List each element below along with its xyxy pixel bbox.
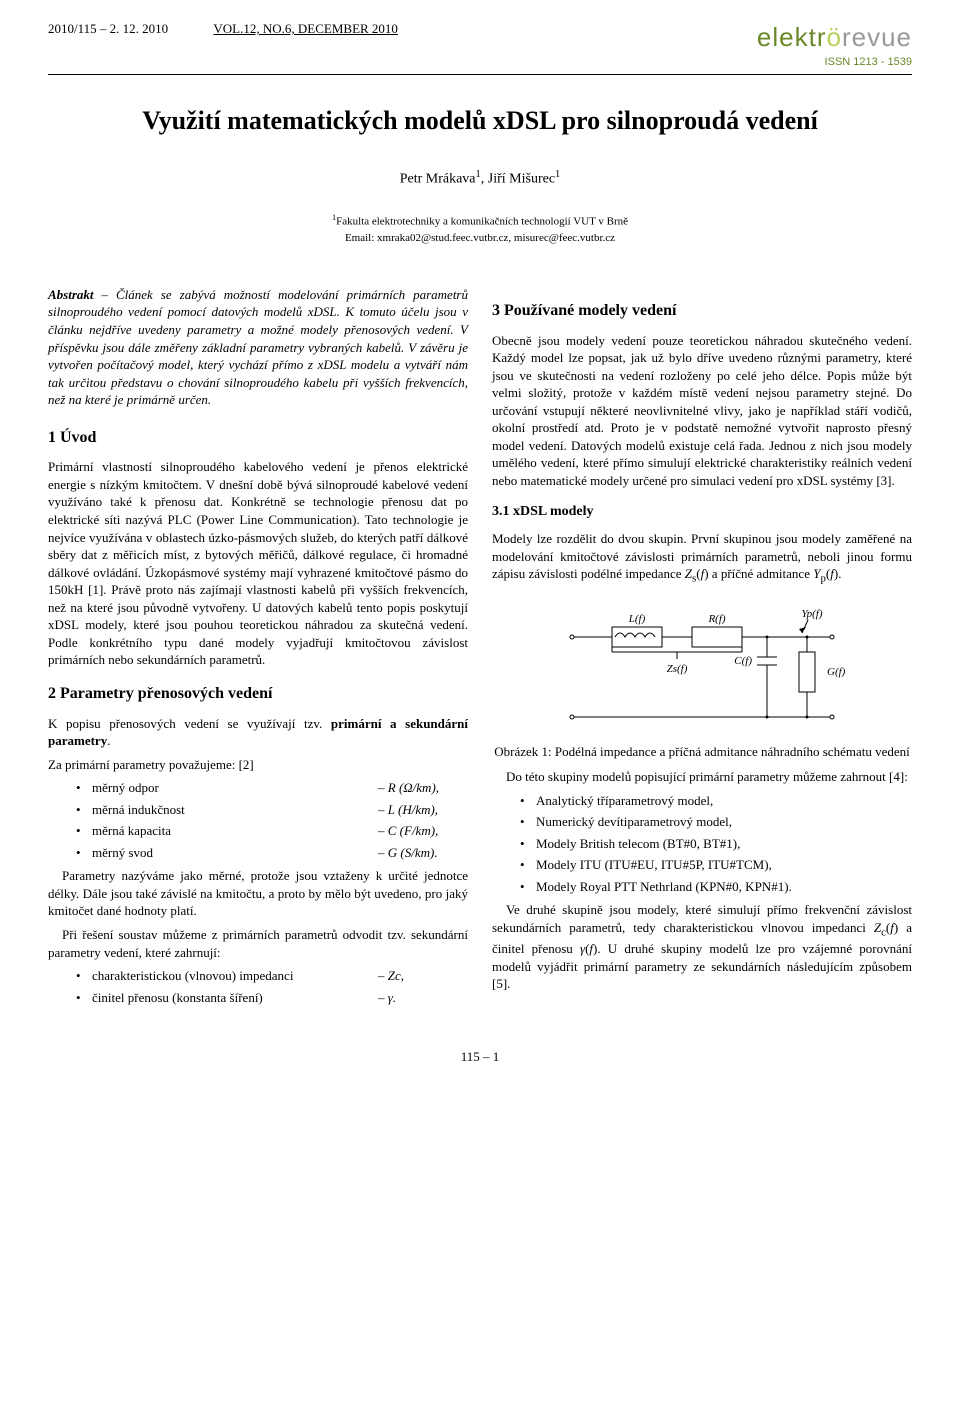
section-3-1-p3: Ve druhé skupině jsou modely, které simu… bbox=[492, 901, 912, 992]
secondary-params-list: • charakteristickou (vlnovou) impedanci … bbox=[76, 967, 468, 1006]
section-3-title: 3 Používané modely vedení bbox=[492, 300, 912, 322]
label-G: G(f) bbox=[827, 666, 846, 678]
issn: ISSN 1213 - 1539 bbox=[757, 55, 912, 70]
section-3-1-p1: Modely lze rozdělit do dvou skupin. Prvn… bbox=[492, 530, 912, 586]
left-column: Abstrakt – Článek se zabývá možností mod… bbox=[48, 286, 468, 1012]
section-2-p4: Při řešení soustav můžeme z primárních p… bbox=[48, 926, 468, 961]
figure-1-caption: Obrázek 1: Podélná impedance a příčná ad… bbox=[492, 743, 912, 761]
label-C: C(f) bbox=[734, 655, 752, 667]
section-2-p2: Za primární parametry považujeme: [2] bbox=[48, 756, 468, 774]
abstract-body: – Článek se zabývá možností modelování p… bbox=[48, 287, 468, 407]
right-column: 3 Používané modely vedení Obecně jsou mo… bbox=[492, 286, 912, 1012]
list-item: •Modely Royal PTT Nethrland (KPN#0, KPN#… bbox=[520, 878, 912, 896]
list-item: •Modely ITU (ITU#EU, ITU#5P, ITU#TCM), bbox=[520, 856, 912, 874]
abstract: Abstrakt – Článek se zabývá možností mod… bbox=[48, 286, 468, 409]
section-2-p1: K popisu přenosových vedení se využívají… bbox=[48, 715, 468, 750]
list-item: • činitel přenosu (konstanta šíření) – γ… bbox=[76, 989, 468, 1007]
primary-params-list: • měrný odpor – R (Ω/km), • měrná indukč… bbox=[76, 779, 468, 861]
content-columns: Abstrakt – Článek se zabývá možností mod… bbox=[48, 286, 912, 1012]
section-2-p3: Parametry nazýváme jako měrné, protože j… bbox=[48, 867, 468, 920]
page-header: 2010/115 – 2. 12. 2010 VOL.12, NO.6, DEC… bbox=[48, 20, 912, 75]
section-3-1-title: 3.1 xDSL modely bbox=[492, 503, 912, 522]
journal-logo: elektrörevue bbox=[757, 20, 912, 55]
list-item: • charakteristickou (vlnovou) impedanci … bbox=[76, 967, 468, 985]
list-item: •Analytický tříparametrový model, bbox=[520, 792, 912, 810]
list-item: • měrný svod – G (S/km). bbox=[76, 844, 468, 862]
list-item: •Modely British telecom (BT#0, BT#1), bbox=[520, 835, 912, 853]
section-1-title: 1 Úvod bbox=[48, 427, 468, 449]
header-right: elektrörevue ISSN 1213 - 1539 bbox=[757, 20, 912, 70]
issue-date: 2010/115 – 2. 12. 2010 bbox=[48, 21, 168, 36]
section-3-p1: Obecně jsou modely vedení pouze teoretic… bbox=[492, 332, 912, 490]
model-list: •Analytický tříparametrový model, •Numer… bbox=[520, 792, 912, 896]
label-Yp: Yp(f) bbox=[802, 608, 823, 620]
circuit-diagram: L(f) R(f) Yp(f) Zs(f) bbox=[552, 597, 852, 737]
header-left: 2010/115 – 2. 12. 2010 VOL.12, NO.6, DEC… bbox=[48, 20, 398, 38]
label-R: R(f) bbox=[707, 613, 725, 625]
author-email: Email: xmraka02@stud.feec.vutbr.cz, misu… bbox=[48, 231, 912, 246]
list-item: •Numerický devítiparametrový model, bbox=[520, 813, 912, 831]
section-1-p1: Primární vlastností silnoproudého kabelo… bbox=[48, 458, 468, 669]
affiliation: 1¹Fakulta elektrotechniky a komunikačníc… bbox=[48, 212, 912, 230]
label-L: L(f) bbox=[628, 613, 646, 625]
page-number: 115 – 1 bbox=[48, 1048, 912, 1066]
list-item: • měrná indukčnost – L (H/km), bbox=[76, 801, 468, 819]
section-3-1-p2: Do této skupiny modelů popisující primár… bbox=[492, 768, 912, 786]
section-2-title: 2 Parametry přenosových vedení bbox=[48, 683, 468, 705]
list-item: • měrná kapacita – C (F/km), bbox=[76, 822, 468, 840]
abstract-head: Abstrakt bbox=[48, 287, 94, 302]
authors: Petr Mrákava1, Jiří Mišurec1 bbox=[48, 168, 912, 190]
figure-1: L(f) R(f) Yp(f) Zs(f) bbox=[492, 597, 912, 761]
list-item: • měrný odpor – R (Ω/km), bbox=[76, 779, 468, 797]
article-title: Využití matematických modelů xDSL pro si… bbox=[48, 103, 912, 138]
vol-no: VOL.12, NO.6, DECEMBER 2010 bbox=[213, 21, 398, 36]
label-Zs: Zs(f) bbox=[667, 663, 688, 675]
